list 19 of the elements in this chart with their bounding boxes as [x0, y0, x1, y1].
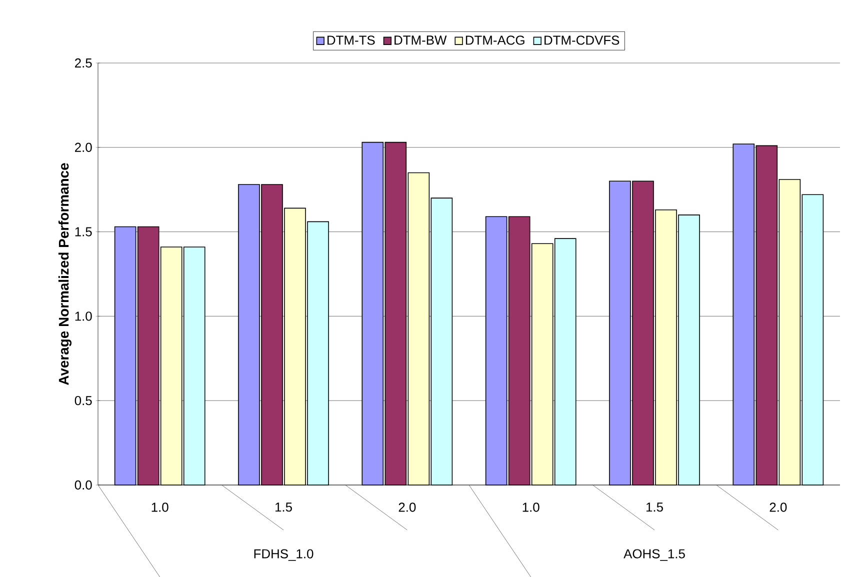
y-tick-label: 0.0	[74, 480, 92, 490]
x-tick-label: 2.0	[770, 502, 787, 512]
legend-label: DTM-TS	[328, 36, 375, 45]
y-tick-label: 2.5	[75, 58, 92, 68]
y-tick-label: 0.5	[74, 396, 92, 406]
y-tick-label: 2.0	[75, 142, 92, 152]
x-tick-label: 1.5	[275, 502, 292, 512]
y-tick-label: 1.5	[75, 227, 92, 236]
y-axis-title: Average Normalized Performance	[58, 163, 72, 386]
text: FDHS_1.0	[254, 549, 314, 561]
x-tick-label: 1.5	[646, 502, 663, 512]
legend-label: DTM-BW	[394, 36, 447, 45]
y-tick-label: 1.0	[75, 312, 92, 321]
legend-label: DTM-CDVFS	[544, 36, 620, 45]
x-tick-label: 1.0	[522, 502, 540, 512]
x-tick-label: 1.0	[152, 502, 168, 512]
legend-label: DTM-ACG	[466, 36, 524, 45]
x-tick-label: 2.0	[398, 502, 416, 512]
text: AOHS_1.5	[624, 549, 685, 561]
